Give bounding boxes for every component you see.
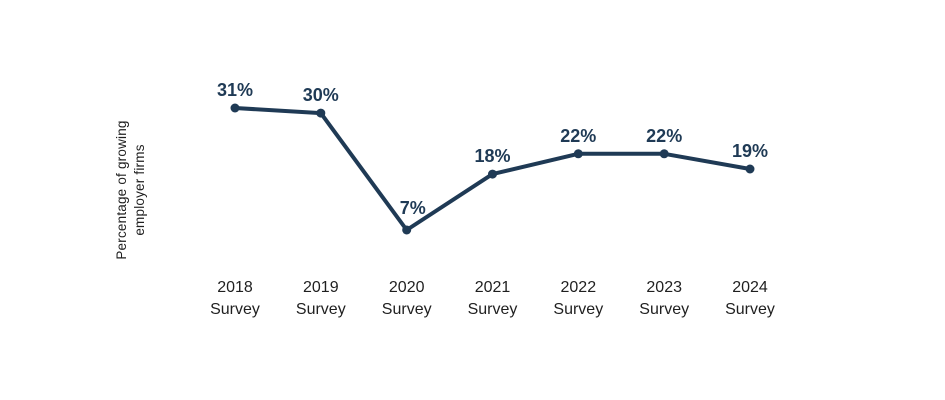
data-point	[488, 169, 497, 179]
x-axis-tick-label: 2018 Survey	[210, 279, 260, 318]
x-axis-tick-label: 2024 Survey	[725, 279, 775, 318]
data-point	[230, 103, 240, 113]
x-axis-tick-label: 2020 Survey	[382, 279, 432, 318]
x-axis-tick-label: 2023 Survey	[639, 279, 689, 318]
data-point-label: 19%	[732, 141, 768, 161]
data-point	[402, 225, 412, 235]
data-point-label: 22%	[646, 126, 682, 146]
data-point	[745, 164, 755, 174]
data-point	[573, 149, 583, 159]
data-point	[659, 149, 669, 159]
data-point-label: 30%	[303, 85, 339, 105]
data-point-label: 18%	[474, 146, 510, 166]
data-point	[316, 108, 326, 118]
x-axis-tick-label: 2019 Survey	[296, 279, 346, 318]
x-axis-tick-label: 2021 Survey	[468, 279, 518, 318]
data-point-label: 31%	[217, 80, 253, 100]
x-axis-tick-label: 2022 Survey	[553, 279, 603, 318]
data-point-label: 22%	[560, 126, 596, 146]
data-point-label: 7%	[400, 198, 426, 218]
